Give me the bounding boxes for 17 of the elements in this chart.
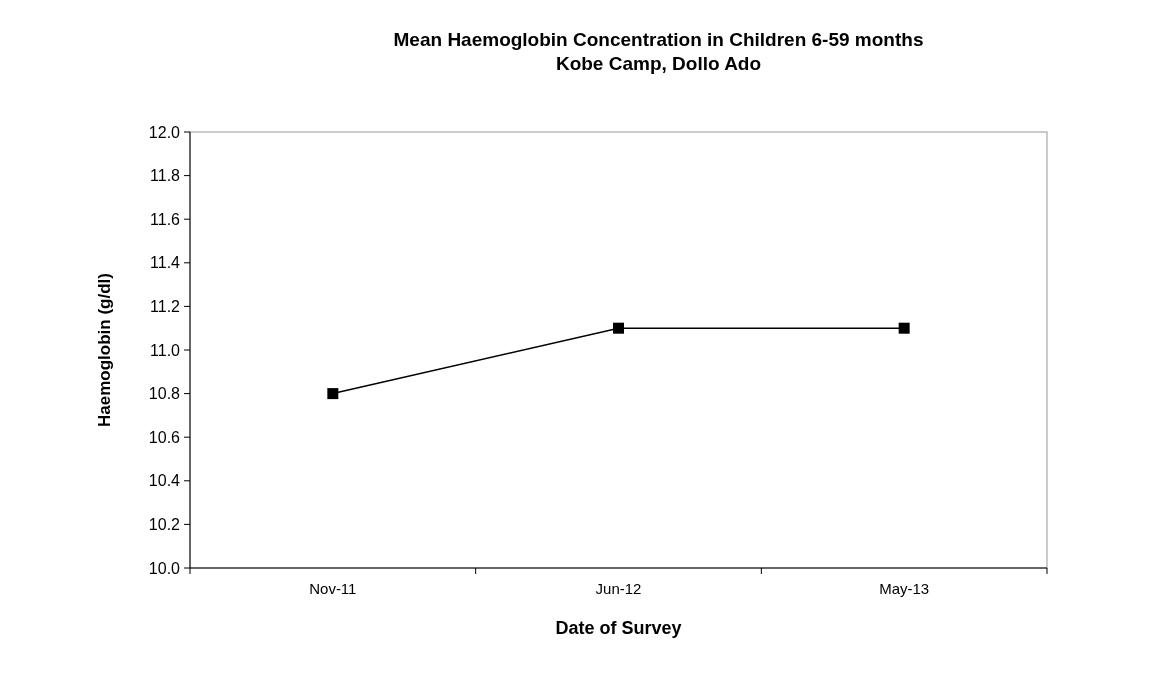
y-axis-title: Haemoglobin (g/dl) <box>95 273 114 427</box>
y-tick-label: 11.6 <box>150 210 181 228</box>
y-tick-label: 12.0 <box>148 123 181 141</box>
y-tick-label: 11.4 <box>150 254 181 272</box>
x-tick-label: May-13 <box>879 580 930 597</box>
y-tick-label: 10.8 <box>148 385 181 403</box>
y-tick-label: 10.0 <box>148 559 181 577</box>
y-tick-label: 10.2 <box>148 516 181 533</box>
y-tick-label: 10.4 <box>148 472 181 490</box>
y-tick-label: 11.8 <box>150 167 181 185</box>
x-axis-title: Date of Survey <box>555 618 682 638</box>
chart-title: Mean Haemoglobin Concentration in Children 6-59 months Kobe Camp, Dollo Ado <box>393 29 924 74</box>
x-tick-label: Jun-12 <box>595 580 642 597</box>
x-tick-label: Nov-11 <box>309 580 357 597</box>
y-tick-label: 11.2 <box>150 298 181 315</box>
y-tick-label: 10.6 <box>148 428 181 446</box>
y-tick-label: 11.0 <box>150 341 181 359</box>
